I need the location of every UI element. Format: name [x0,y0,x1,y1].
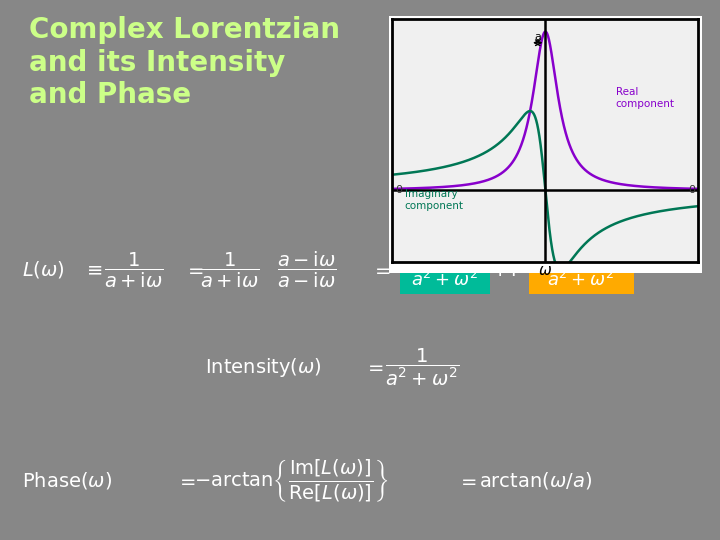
Text: $-\arctan\!\left\{\dfrac{\mathrm{Im}[L(\omega)]}{\mathrm{Re}[L(\omega)]}\right\}: $-\arctan\!\left\{\dfrac{\mathrm{Im}[L(\… [194,457,390,504]
Text: a: a [534,32,541,42]
FancyBboxPatch shape [400,240,490,294]
Text: $\equiv$: $\equiv$ [83,261,103,279]
Text: $\dfrac{1}{a^2+\omega^2}$: $\dfrac{1}{a^2+\omega^2}$ [385,347,459,388]
Text: 0: 0 [395,185,402,195]
Text: Real part: Real part [418,222,472,235]
Text: $=$: $=$ [184,261,204,279]
Text: $\dfrac{a}{a^2+\omega^2}$: $\dfrac{a}{a^2+\omega^2}$ [410,252,480,288]
Text: Real
component: Real component [616,87,675,109]
Text: $\dfrac{a-\mathrm{i}\omega}{a-\mathrm{i}\omega}$: $\dfrac{a-\mathrm{i}\omega}{a-\mathrm{i}… [277,250,337,290]
Text: Imag part: Imag part [553,222,611,235]
X-axis label: $\omega$: $\omega$ [539,264,552,278]
Text: $\dfrac{1}{a+\mathrm{i}\omega}$: $\dfrac{1}{a+\mathrm{i}\omega}$ [200,251,260,289]
Text: Complex Lorentzian
and its Intensity
and Phase: Complex Lorentzian and its Intensity and… [29,16,340,109]
Text: $\mathrm{Intensity}(\omega)$: $\mathrm{Intensity}(\omega)$ [205,356,322,379]
Text: $+\,\mathrm{i}$: $+\,\mathrm{i}$ [491,260,516,280]
Text: $=$: $=$ [364,358,384,376]
Text: $\mathrm{Phase}(\omega)$: $\mathrm{Phase}(\omega)$ [22,470,112,491]
Text: $=$: $=$ [371,261,391,279]
Text: 0: 0 [688,185,696,195]
Text: $=$: $=$ [457,471,477,490]
Text: $L(\omega)$: $L(\omega)$ [22,260,64,280]
Text: $\arctan(\omega/a)$: $\arctan(\omega/a)$ [479,470,592,491]
Text: $\dfrac{-\omega}{a^2+\omega^2}$: $\dfrac{-\omega}{a^2+\omega^2}$ [547,252,616,288]
Text: $=$: $=$ [176,471,197,490]
Text: $\dfrac{1}{a+\mathrm{i}\omega}$: $\dfrac{1}{a+\mathrm{i}\omega}$ [104,251,164,289]
FancyBboxPatch shape [529,240,634,294]
Text: Imaginary
component: Imaginary component [405,189,464,211]
